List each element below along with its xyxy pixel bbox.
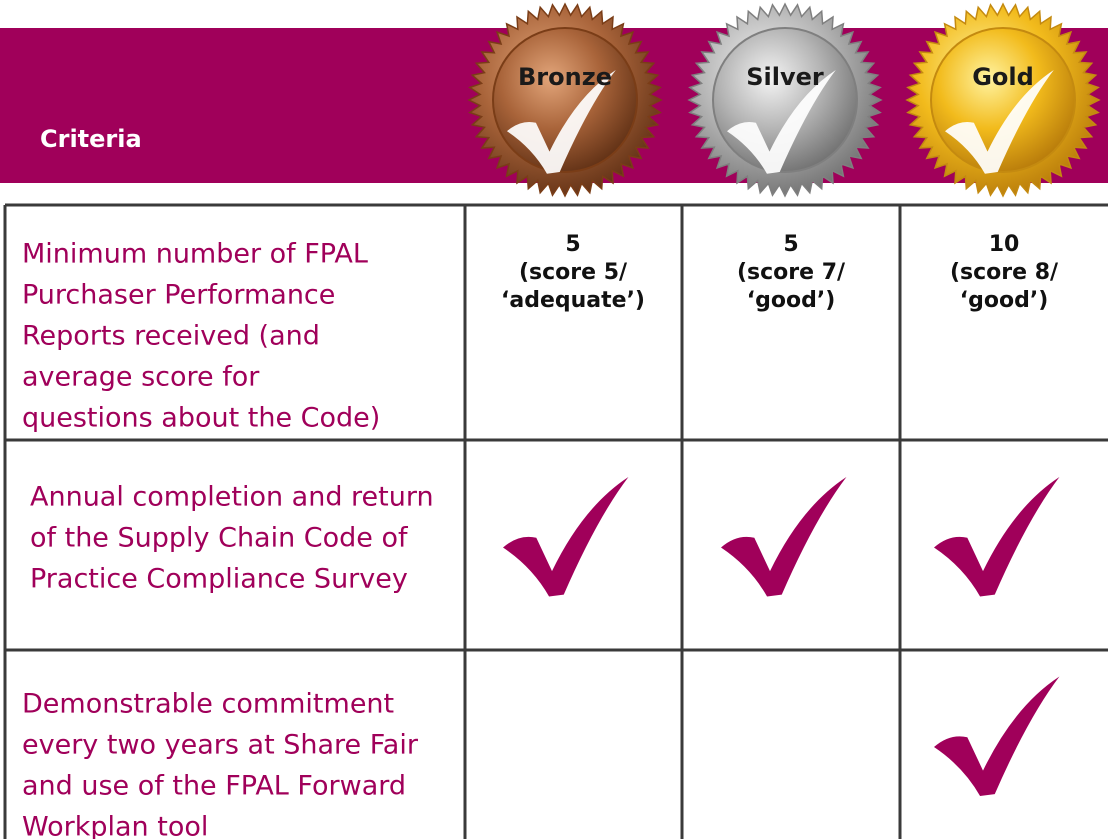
criterion-line: Demonstrable commitment — [22, 689, 394, 720]
cell-value: (score 7/ — [737, 260, 846, 285]
medal-label: Gold — [972, 63, 1034, 91]
medal: Bronze — [467, 2, 663, 198]
cell-value: ‘good’) — [960, 288, 1049, 313]
check-mark — [721, 477, 847, 597]
criterion-line: Practice Compliance Survey — [30, 564, 408, 595]
medal-label: Silver — [746, 63, 824, 91]
header-title: Criteria — [40, 125, 142, 153]
criterion-line: questions about the Code) — [22, 403, 380, 434]
criterion-line: Minimum number of FPAL — [22, 239, 368, 270]
cell-value: 5 — [565, 232, 580, 257]
criterion-line: Purchaser Performance — [22, 280, 335, 311]
criterion-line: every two years at Share Fair — [22, 730, 419, 761]
cell-value: ‘adequate’) — [501, 288, 645, 313]
check-mark — [934, 477, 1060, 597]
medal: Gold — [905, 2, 1101, 198]
table-grid — [3, 203, 1108, 839]
criterion-line: Reports received (and — [22, 321, 320, 352]
criterion-line: average score for — [22, 362, 260, 393]
cell-value: 5 — [783, 232, 798, 257]
medals: Bronze Silver Gold — [467, 2, 1101, 198]
criterion-line: and use of the FPAL Forward — [22, 771, 406, 802]
medal: Silver — [687, 2, 883, 198]
criterion-line: Workplan tool — [22, 812, 208, 839]
cell-value: (score 5/ — [519, 260, 628, 285]
check-mark — [934, 676, 1060, 797]
cell-value: (score 8/ — [950, 260, 1059, 285]
criterion-line: of the Supply Chain Code of — [30, 523, 409, 554]
cell-value: ‘good’) — [747, 288, 836, 313]
medal-label: Bronze — [518, 63, 612, 91]
criterion-line: Annual completion and return — [30, 482, 434, 513]
cell-value: 10 — [989, 232, 1020, 257]
check-mark — [503, 477, 629, 597]
